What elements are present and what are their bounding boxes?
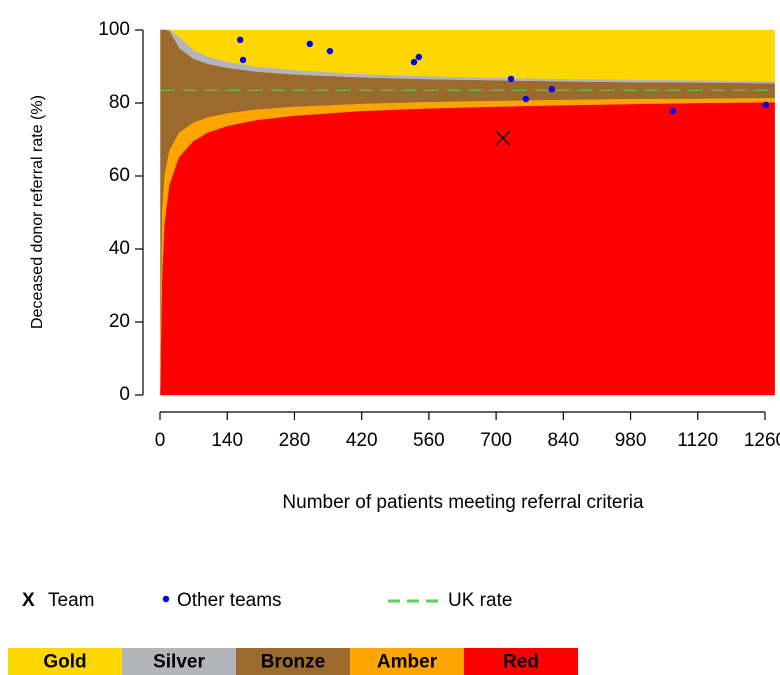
team-point — [548, 85, 556, 93]
y-axis-label: Deceased donor referral rate (%) — [29, 95, 46, 329]
legend-other-teams: Other teams — [177, 590, 282, 611]
x-tick-label: 280 — [279, 430, 311, 451]
y-tick-label: 20 — [109, 311, 130, 332]
legend-band — [464, 648, 578, 675]
x-tick-label: 1260 — [744, 430, 780, 451]
team-point — [239, 56, 247, 64]
x-tick-label: 700 — [480, 430, 512, 451]
legend-other-teams-symbol — [162, 595, 170, 603]
x-tick-label: 840 — [547, 430, 579, 451]
y-tick-label: 40 — [109, 238, 130, 259]
x-tick-label: 140 — [211, 430, 243, 451]
y-tick-label: 100 — [98, 19, 130, 40]
legend-band-label: Gold — [43, 652, 86, 673]
team-point — [522, 95, 530, 103]
legend-band-label: Bronze — [261, 652, 325, 673]
team-point — [410, 58, 418, 66]
x-tick-label: 560 — [413, 430, 445, 451]
team-marker — [495, 130, 511, 146]
y-tick-label: 80 — [109, 92, 130, 113]
x-tick-label: 1120 — [677, 430, 718, 451]
team-point — [507, 75, 515, 83]
x-tick-label: 0 — [155, 430, 166, 451]
funnel-band — [160, 102, 775, 396]
team-point — [306, 40, 314, 48]
legend-uk-rate: UK rate — [448, 590, 512, 611]
team-point — [236, 36, 244, 44]
legend-team-marker: X — [22, 590, 35, 611]
overlay — [160, 36, 775, 146]
team-point — [669, 107, 677, 115]
legend-band-label: Silver — [153, 652, 205, 673]
x-tick-label: 420 — [346, 430, 378, 451]
team-point — [326, 47, 334, 55]
legend-team: Team — [48, 590, 94, 611]
legend-band-label: Red — [503, 652, 539, 673]
x-axis-label: Number of patients meeting referral crit… — [282, 492, 644, 513]
y-tick-label: 0 — [119, 384, 130, 405]
legend-band — [236, 648, 350, 675]
legend-band — [350, 648, 464, 675]
legend-band — [122, 648, 236, 675]
x-tick-label: 980 — [615, 430, 647, 451]
legend-band — [8, 648, 122, 675]
team-point — [415, 53, 423, 61]
team-point — [762, 101, 770, 109]
legend-band-label: Amber — [377, 652, 438, 673]
y-tick-label: 60 — [109, 165, 130, 186]
funnel-bands — [160, 29, 775, 396]
